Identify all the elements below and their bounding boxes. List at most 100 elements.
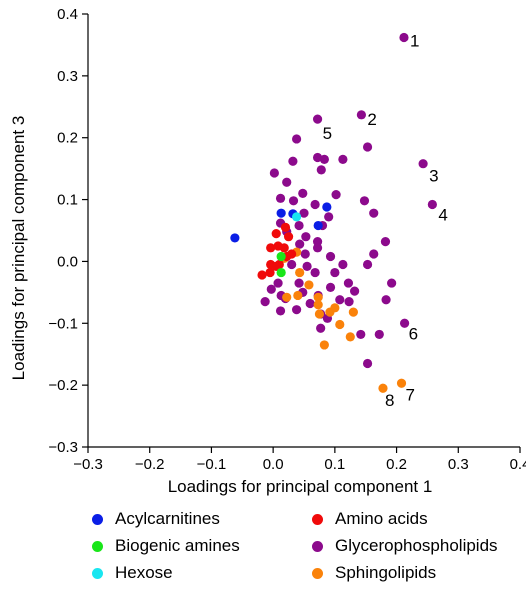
data-point-glycerophospholipids [362,142,373,152]
data-point-glycerophospholipids [343,278,354,288]
data-point-amino-acids [279,243,289,253]
data-point-glycerophospholipids [359,196,370,206]
data-point-glycerophospholipids [316,165,326,175]
data-point-amino-acids [280,222,291,233]
data-point-glycerophospholipids [312,114,323,124]
point-annotation-label: 7 [406,385,415,404]
legend-item-hexose: Hexose [92,561,312,585]
data-point-amino-acids [271,261,281,271]
legend-marker-biogenic-amines [92,540,103,552]
data-point-glycerophospholipids [335,295,345,305]
data-point-sphingolipids [313,292,323,302]
data-point-sphingolipids [335,319,345,330]
data-point-amino-acids [257,270,267,280]
data-point-glycerophospholipids [399,32,409,43]
data-point-glycerophospholipids [325,282,336,293]
data-point-glycerophospholipids [288,196,299,206]
data-point-sphingolipids [378,383,388,393]
data-point-acylcarnitines [322,202,332,212]
data-point-glycerophospholipids [356,110,366,120]
data-point-glycerophospholipids [294,220,304,231]
x-tick-label: 0.2 [386,456,407,473]
data-point-glycerophospholipids [331,190,341,200]
data-point-hexose [291,212,302,222]
data-point-sphingolipids [293,290,303,301]
data-point-glycerophospholipids [312,243,323,253]
legend-marker-hexose [92,567,103,579]
legend-marker-amino-acids [312,513,323,525]
data-point-glycerophospholipids [312,152,323,163]
data-point-glycerophospholipids [310,199,320,210]
legend-marker-glycerophospholipids [312,540,323,552]
data-point-glycerophospholipids [287,259,297,270]
data-point-glycerophospholipids [266,284,276,294]
data-point-glycerophospholipids [325,251,336,262]
data-point-glycerophospholipids [275,193,286,203]
data-point-glycerophospholipids [273,278,283,288]
data-point-biogenic-amines [276,267,286,278]
y-tick-label: 0.0 [57,253,78,270]
legend-item-glycerophospholipids: Glycerophospholipids [312,534,522,558]
data-point-glycerophospholipids [369,208,379,218]
y-tick-label: 0.4 [57,6,78,23]
y-tick-label: 0.2 [57,130,78,147]
axes: −0.3 −0.2 −0.1 0.0 0.1 0.2 0.3 0.4 −0.3 −0.2 −0.1 0… [48,6,526,473]
legend-item-biogenic-amines: Biogenic amines [92,534,312,558]
data-point-glycerophospholipids [275,306,286,316]
point-annotation-label: 6 [409,324,418,343]
data-point-sphingolipids [325,307,335,317]
data-point-glycerophospholipids [316,323,326,333]
x-tick-label: −0.1 [197,456,227,473]
legend-marker-sphingolipids [312,567,323,579]
legend-marker-acylcarnitines [92,513,103,525]
data-point-sphingolipids [345,332,355,342]
data-point-glycerophospholipids [380,237,391,247]
legend-label-sphingolipids: Sphingolipids [335,563,437,582]
y-tick-label: 0.1 [57,192,78,209]
data-point-glycerophospholipids [381,295,391,305]
legend-item-amino-acids: Amino acids [312,507,522,531]
data-point-glycerophospholipids [362,259,373,270]
data-point-glycerophospholipids [427,199,437,210]
y-tick-label: 0.3 [57,68,78,85]
point-annotation-label: 2 [367,110,376,129]
data-point-glycerophospholipids [338,259,348,270]
data-point-sphingolipids [313,300,323,310]
data-point-glycerophospholipids [302,261,312,271]
data-point-glycerophospholipids [298,188,308,198]
point-annotation-label: 8 [385,391,394,410]
data-point-glycerophospholipids [269,168,279,178]
y-tick-label: −0.2 [48,377,78,394]
y-tick-label: −0.1 [48,315,78,332]
data-point-glycerophospholipids [295,239,305,249]
point-annotation-label: 5 [323,124,332,143]
data-point-amino-acids [266,243,276,253]
legend: Acylcarnitines Amino acids Biogenic amin… [92,507,522,585]
data-point-glycerophospholipids [282,177,292,187]
data-point-sphingolipids [282,292,292,302]
data-point-glycerophospholipids [291,305,302,315]
data-point-amino-acids [283,232,294,242]
legend-label-hexose: Hexose [115,563,173,582]
data-point-acylcarnitines [313,220,323,231]
data-point-glycerophospholipids [374,329,384,340]
data-point-glycerophospholipids [300,249,310,259]
data-point-glycerophospholipids [310,267,320,278]
data-point-glycerophospholipids [301,232,311,242]
x-tick-label: 0.1 [324,456,345,473]
data-point-amino-acids [265,267,275,278]
data-point-glycerophospholipids [350,286,360,296]
data-point-glycerophospholipids [356,329,366,340]
legend-label-amino-acids: Amino acids [335,509,428,528]
data-point-glycerophospholipids [344,297,354,307]
data-point-acylcarnitines [276,208,286,218]
point-annotation-label: 1 [410,32,419,51]
legend-label-biogenic-amines: Biogenic amines [115,536,240,555]
data-point-glycerophospholipids [330,267,340,278]
data-point-acylcarnitines [230,233,240,243]
data-point-sphingolipids [319,340,329,350]
data-point-glycerophospholipids [294,278,304,288]
data-point-glycerophospholipids [399,318,410,328]
data-point-amino-acids [271,228,281,239]
data-point-glycerophospholipids [291,134,302,144]
